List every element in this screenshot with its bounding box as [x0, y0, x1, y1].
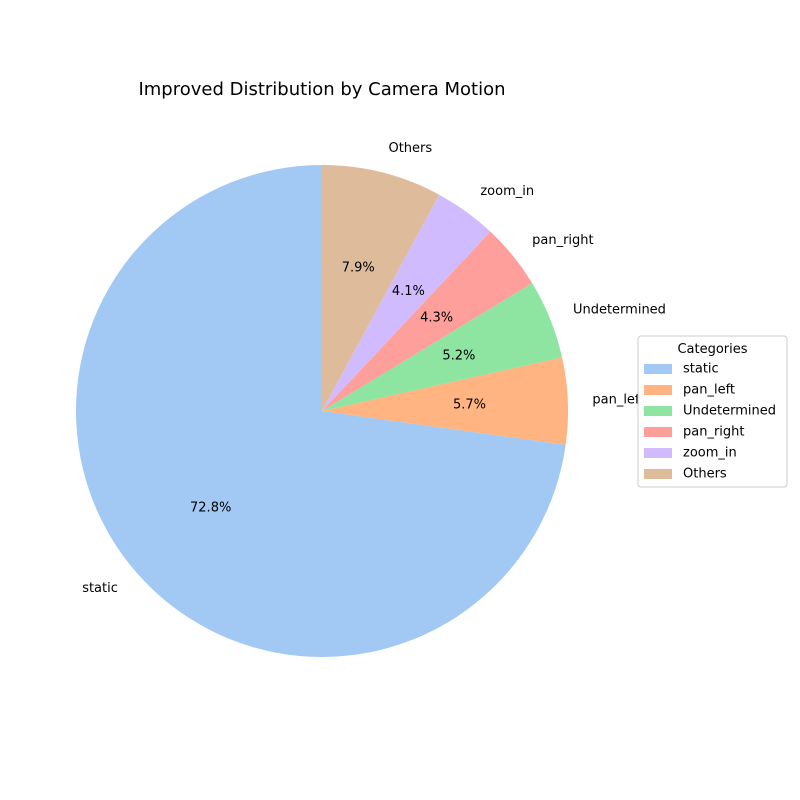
slice-label: Others — [388, 141, 432, 156]
pie-slice-static — [75, 165, 566, 657]
percentage-label: 4.1% — [392, 284, 425, 299]
percentage-label: 7.9% — [342, 260, 375, 275]
legend-entries: static pan_left Undetermined pan_right zoom_… — [644, 362, 776, 482]
pie-slice-zoom-in — [322, 194, 491, 411]
percentage-label: 5.7% — [453, 397, 486, 412]
chart-title: Improved Distribution by Camera Motion — [138, 79, 505, 100]
legend-title: Categories — [677, 342, 747, 357]
slice-label: pan_left — [592, 392, 644, 407]
legend-frame — [637, 335, 788, 488]
legend-label: Others — [683, 467, 727, 482]
legend-label: zoom_in — [683, 446, 737, 461]
pie-slice-pan-left — [322, 357, 568, 445]
slice-label: Undetermined — [573, 302, 666, 317]
legend: Categories static pan_left Undetermined pan… — [637, 335, 788, 488]
legend-label: pan_left — [683, 383, 735, 398]
legend-swatch — [644, 469, 672, 479]
legend-swatch — [644, 427, 672, 437]
legend-swatch — [644, 406, 672, 416]
slice-label: zoom_in — [480, 184, 534, 199]
legend-label: static — [683, 362, 719, 377]
slice-label: static — [82, 581, 118, 596]
percentage-label: 72.8% — [190, 500, 231, 515]
pie-slices — [75, 165, 568, 657]
legend-label: Undetermined — [683, 404, 776, 419]
legend-swatch — [644, 385, 672, 395]
percentage-label: 5.2% — [442, 348, 475, 363]
slice-label: pan_right — [532, 233, 594, 248]
legend-swatch — [644, 448, 672, 458]
pie-slice-undetermined — [322, 283, 563, 411]
slice-labels: static pan_left Undetermined pan_right zoom_… — [82, 141, 666, 596]
pie-slice-pan-right — [322, 231, 533, 411]
legend-swatch — [644, 364, 672, 374]
pie-slice-others — [322, 165, 440, 411]
percentage-labels: 72.8% 5.7% 5.2% 4.3% 4.1% 7.9% — [190, 260, 486, 515]
legend-label: pan_right — [683, 425, 745, 440]
percentage-label: 4.3% — [420, 310, 453, 325]
